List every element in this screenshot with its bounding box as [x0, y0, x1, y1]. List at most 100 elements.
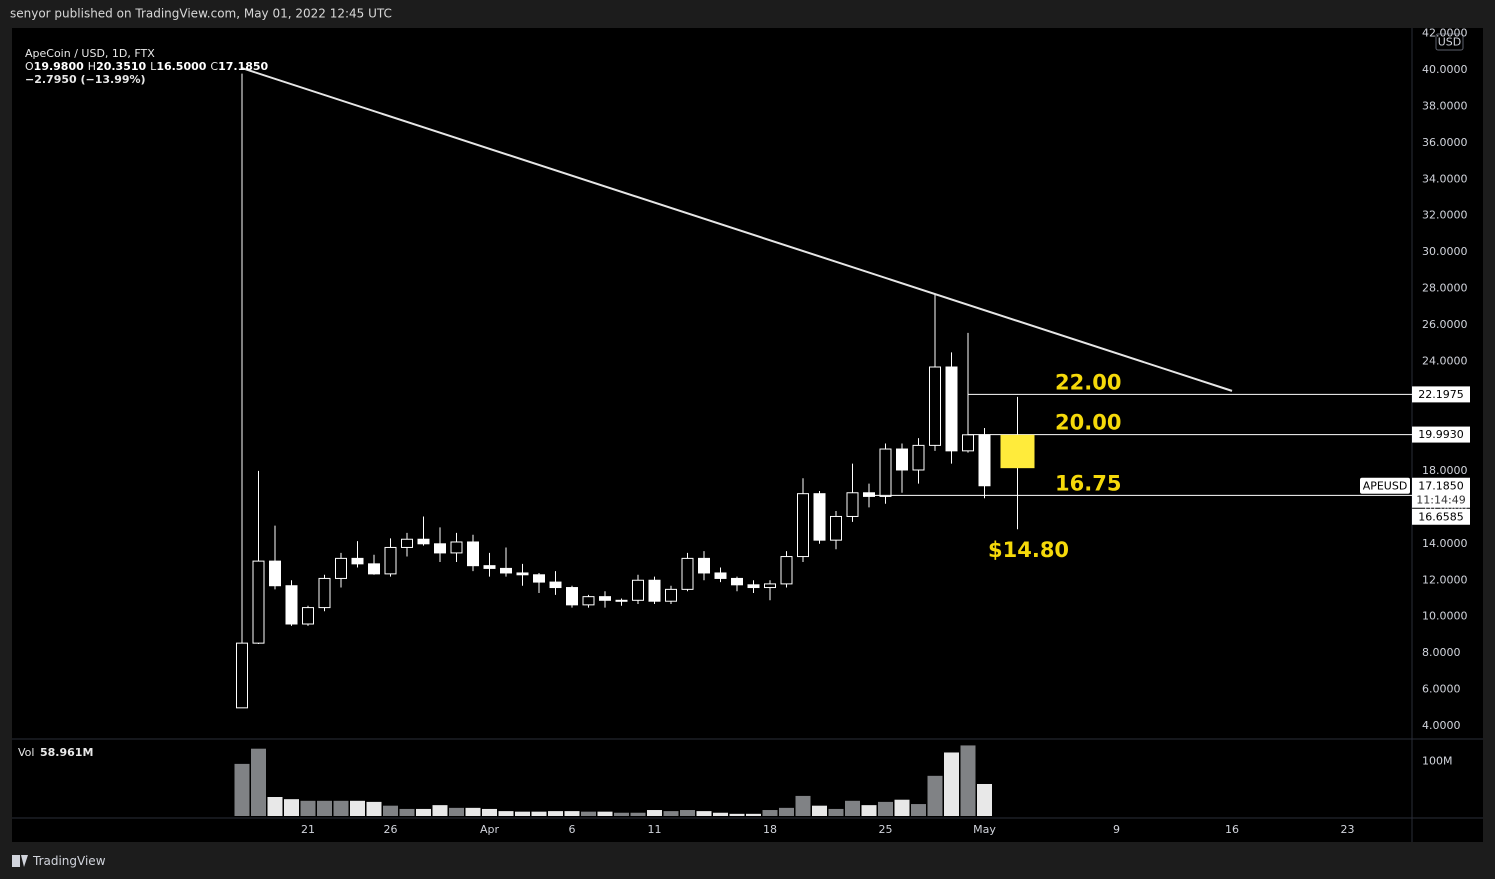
- y-tick-label: 12.0000: [1422, 573, 1468, 586]
- ohlc-value: 19.9800: [33, 60, 84, 73]
- change: −2.7950 (−13.99%): [25, 73, 146, 86]
- volume-bar: [729, 813, 745, 816]
- y-tick-label: 34.0000: [1422, 172, 1468, 185]
- volume-bar: [828, 808, 844, 816]
- level-annotation: 20.00: [1055, 411, 1121, 435]
- volume-bar: [581, 811, 596, 816]
- volume-bar: [894, 799, 910, 816]
- volume-bar: [284, 799, 299, 816]
- level-annotation: 22.00: [1055, 370, 1121, 394]
- y-tick-label: 6.0000: [1422, 683, 1461, 696]
- volume-bar: [812, 805, 827, 816]
- y-tick-label: 26.0000: [1422, 318, 1468, 331]
- volume-bar: [482, 808, 497, 816]
- x-tick-label: 11: [648, 823, 662, 836]
- candle-body: [467, 541, 479, 567]
- volume-bar: [614, 812, 629, 816]
- x-tick-label: 23: [1341, 823, 1355, 836]
- axis-price-label: 22.1975: [1418, 388, 1464, 401]
- candle-body: [599, 596, 611, 601]
- x-tick-label: 18: [763, 823, 777, 836]
- logo-part: [12, 855, 20, 867]
- candle-body: [698, 557, 710, 574]
- ohlc-key: O: [25, 60, 34, 73]
- candle-body: [252, 560, 265, 644]
- volume-bar: [647, 810, 662, 816]
- candle-body: [764, 583, 776, 589]
- candle-body: [912, 444, 925, 471]
- volume-bar: [399, 808, 415, 816]
- candle-body: [665, 588, 677, 602]
- currency-box: [1435, 33, 1464, 51]
- volume-bar: [465, 807, 481, 816]
- candle-body: [417, 538, 430, 545]
- x-tick-label: 16: [1225, 823, 1239, 836]
- volume-bar: [746, 813, 761, 816]
- axis-price-box: [1412, 508, 1470, 525]
- y-tick-label: 30.0000: [1422, 245, 1468, 258]
- volume-bar: [333, 800, 349, 816]
- volume-bar: [878, 801, 893, 816]
- volume-bar: [531, 811, 547, 816]
- candle-body: [434, 543, 446, 554]
- ohlc-key: L: [150, 60, 157, 73]
- ohlc-legend: ApeCoin / USD, 1D, FTX O19.9800 H20.3510 L…: [18, 34, 275, 86]
- candle-body: [632, 579, 644, 601]
- y-tick-label: 18.0000: [1422, 464, 1468, 477]
- candle-body: [335, 557, 347, 579]
- candle-body: [582, 596, 595, 606]
- y-tick-label: 42.0000: [1422, 26, 1468, 39]
- ohlc-key: C: [210, 60, 219, 73]
- candle-body: [368, 563, 380, 575]
- candle-body: [500, 567, 512, 574]
- volume-bar: [911, 804, 926, 816]
- ohlc-value: 20.3510: [96, 60, 147, 73]
- candle-body: [566, 587, 578, 606]
- volume-bar: [251, 748, 266, 816]
- candle-body: [302, 607, 314, 625]
- volume-bar: [663, 811, 679, 816]
- axis-price-box: [1412, 386, 1470, 403]
- y-tick-label: 4.0000: [1422, 719, 1461, 732]
- volume-bar: [366, 801, 382, 816]
- volume-bar: [234, 763, 250, 816]
- volume-bar: [960, 745, 976, 816]
- publish-title: senyor published on TradingView.com, May…: [10, 7, 392, 21]
- last-price-label: 17.1850: [1418, 479, 1464, 492]
- ohlc-value: 16.5000: [156, 60, 207, 73]
- volume-bar: [944, 752, 959, 816]
- volume-bar: [927, 775, 943, 816]
- candle-body: [285, 585, 298, 625]
- volume-bar: [779, 807, 794, 816]
- candle-body: [863, 492, 875, 497]
- axis-price-box: [1412, 426, 1470, 443]
- volume-bar: [977, 783, 992, 816]
- candle-body: [813, 493, 826, 541]
- candle-body: [747, 584, 760, 589]
- volume-bar: [350, 800, 365, 816]
- y-tick-label: 10.0000: [1422, 610, 1468, 623]
- candle-body: [401, 538, 413, 548]
- x-tick-label: 21: [301, 823, 315, 836]
- volume-bar: [564, 811, 580, 816]
- candle-body: [648, 579, 661, 602]
- candle-body: [269, 560, 281, 587]
- y-tick-label: 28.0000: [1422, 282, 1468, 295]
- x-tick-label: 6: [569, 823, 576, 836]
- y-tick-label: 40.0000: [1422, 63, 1468, 76]
- volume-bar: [432, 805, 448, 816]
- candle-body: [450, 541, 463, 554]
- candle-body: [615, 599, 628, 602]
- axis-price-label: 19.9930: [1418, 428, 1464, 441]
- volume-bar: [449, 807, 464, 816]
- target-annotation: $14.80: [988, 538, 1069, 562]
- volume-bar: [383, 805, 398, 816]
- volume-bar: [845, 800, 860, 816]
- brand-logo: [12, 855, 28, 867]
- logo-part: [21, 855, 28, 867]
- volume-bar: [548, 811, 563, 816]
- volume-bar: [680, 810, 695, 816]
- candle-body: [945, 366, 958, 452]
- volume-bar: [515, 811, 530, 816]
